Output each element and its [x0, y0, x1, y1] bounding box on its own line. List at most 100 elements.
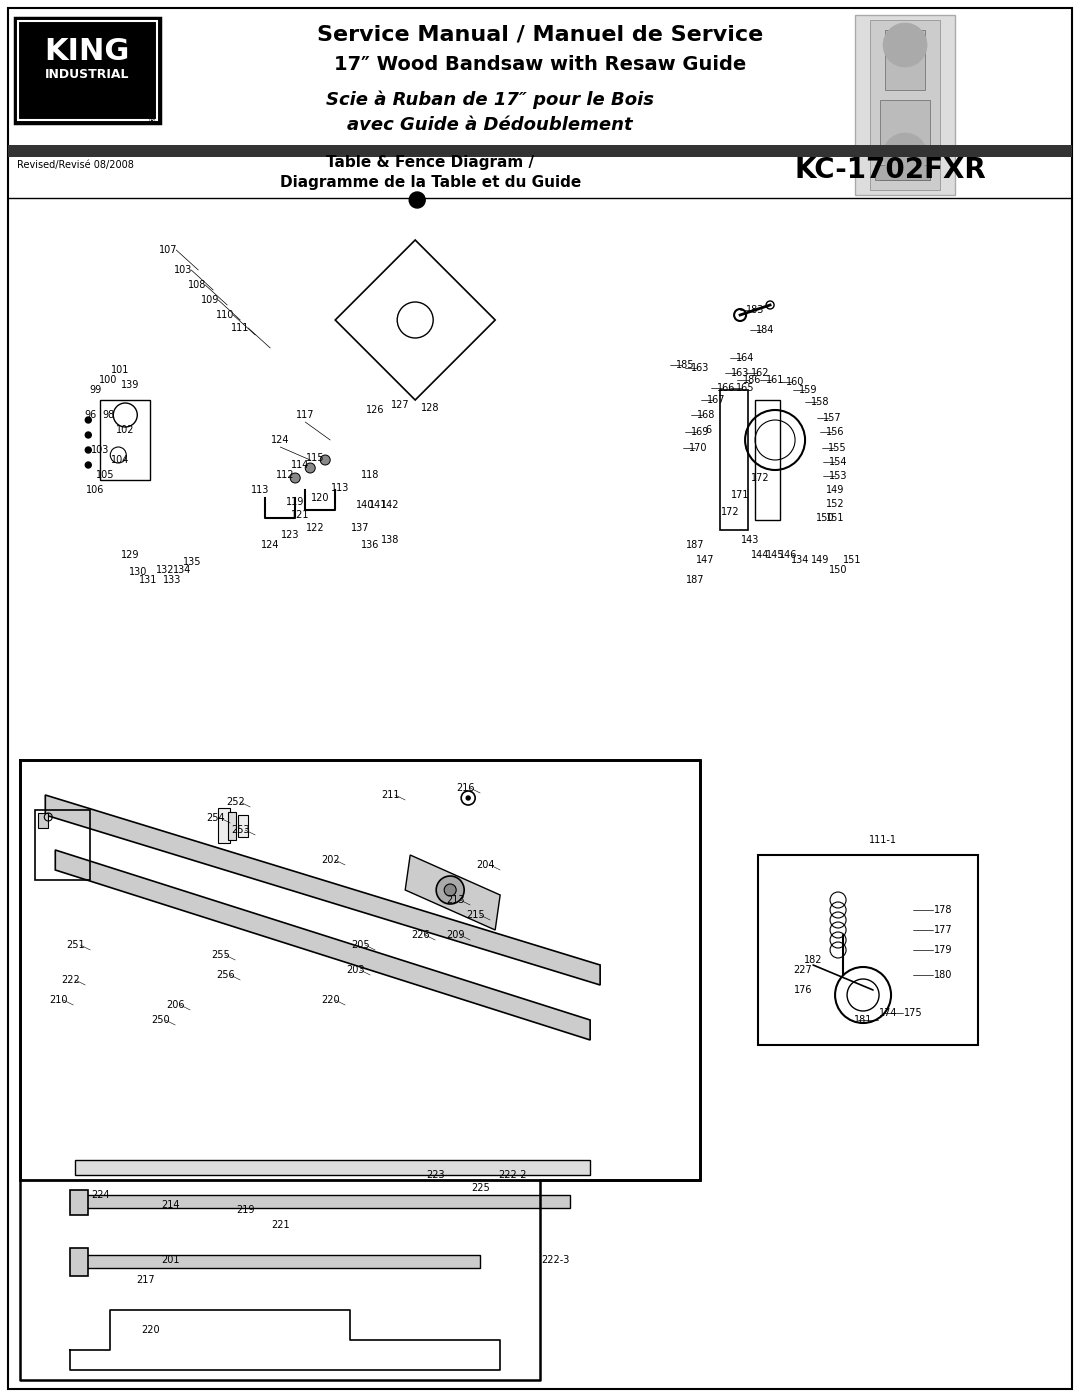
Text: 252: 252 — [226, 798, 244, 807]
Circle shape — [291, 474, 300, 483]
Text: 113: 113 — [332, 483, 350, 493]
Text: 109: 109 — [201, 295, 219, 305]
Text: 117: 117 — [296, 409, 314, 420]
Text: 211: 211 — [381, 789, 400, 800]
Text: 114: 114 — [291, 460, 309, 469]
Text: 175: 175 — [904, 1009, 922, 1018]
Text: 220: 220 — [321, 995, 339, 1004]
Text: 108: 108 — [188, 279, 206, 291]
Text: 101: 101 — [111, 365, 130, 374]
Text: 169: 169 — [691, 427, 710, 437]
Text: 213: 213 — [446, 895, 464, 905]
Text: Revised/Revisé 08/2008: Revised/Revisé 08/2008 — [17, 161, 134, 170]
Text: 143: 143 — [741, 535, 759, 545]
Circle shape — [409, 191, 426, 208]
Text: 144: 144 — [751, 550, 769, 560]
Text: 214: 214 — [161, 1200, 179, 1210]
Text: 154: 154 — [828, 457, 848, 467]
Text: 121: 121 — [291, 510, 310, 520]
Text: 150: 150 — [815, 513, 835, 522]
Text: 96: 96 — [84, 409, 96, 420]
Text: 163: 163 — [691, 363, 710, 373]
Bar — [228, 812, 237, 840]
Text: 119: 119 — [286, 497, 305, 507]
Text: 105: 105 — [96, 469, 114, 481]
Bar — [720, 390, 748, 529]
Text: 147: 147 — [696, 555, 714, 564]
Text: KC-1702FXR: KC-1702FXR — [794, 156, 986, 184]
Text: 202: 202 — [321, 855, 339, 865]
Text: 124: 124 — [261, 541, 280, 550]
Text: INDUSTRIAL: INDUSTRIAL — [45, 68, 130, 81]
Text: 167: 167 — [706, 395, 726, 405]
Text: 174: 174 — [879, 1009, 897, 1018]
Bar — [880, 101, 930, 180]
Text: 180: 180 — [934, 970, 953, 981]
Text: Diagramme de la Table et du Guide: Diagramme de la Table et du Guide — [280, 176, 581, 190]
Bar — [870, 20, 940, 190]
Text: 163: 163 — [731, 367, 750, 379]
Text: 178: 178 — [934, 905, 953, 915]
Text: 150: 150 — [828, 564, 848, 576]
Text: 158: 158 — [811, 397, 829, 407]
Text: 139: 139 — [121, 380, 139, 390]
Text: 149: 149 — [811, 555, 829, 564]
Text: 181: 181 — [854, 1016, 873, 1025]
Text: ®: ® — [148, 117, 157, 127]
Text: 137: 137 — [351, 522, 369, 534]
Text: 253: 253 — [231, 826, 249, 835]
Polygon shape — [80, 1255, 481, 1268]
Text: 104: 104 — [111, 455, 130, 465]
Text: 170: 170 — [689, 443, 707, 453]
Text: 98: 98 — [103, 409, 114, 420]
Bar — [21, 760, 700, 1180]
Circle shape — [883, 133, 927, 177]
Text: 103: 103 — [174, 265, 192, 275]
Text: 251: 251 — [66, 940, 84, 950]
Text: 172: 172 — [720, 507, 740, 517]
Text: 107: 107 — [159, 244, 177, 256]
Text: 132: 132 — [156, 564, 175, 576]
Text: 222-2: 222-2 — [498, 1171, 526, 1180]
Text: 177: 177 — [934, 925, 953, 935]
Text: 141: 141 — [369, 500, 388, 510]
Text: 221: 221 — [271, 1220, 289, 1229]
Text: 122: 122 — [306, 522, 324, 534]
Text: 183: 183 — [746, 305, 765, 314]
Text: 168: 168 — [697, 409, 715, 420]
Circle shape — [883, 22, 927, 67]
Text: 111-1: 111-1 — [869, 835, 897, 845]
Text: 106: 106 — [86, 485, 105, 495]
Text: 219: 219 — [237, 1206, 255, 1215]
Text: 215: 215 — [465, 909, 485, 921]
Bar — [875, 165, 930, 180]
Text: 210: 210 — [49, 995, 68, 1004]
Bar — [36, 810, 91, 880]
Text: 100: 100 — [99, 374, 118, 386]
Polygon shape — [45, 795, 600, 985]
Text: 120: 120 — [311, 493, 329, 503]
Circle shape — [436, 876, 464, 904]
Text: 103: 103 — [91, 446, 109, 455]
Text: 209: 209 — [446, 930, 464, 940]
Bar — [218, 807, 230, 842]
Bar — [758, 855, 978, 1045]
Circle shape — [320, 455, 330, 465]
Text: 179: 179 — [934, 944, 953, 956]
Text: 153: 153 — [828, 471, 848, 481]
Text: 225: 225 — [471, 1183, 489, 1193]
Bar — [70, 1248, 89, 1275]
Text: 102: 102 — [116, 425, 135, 434]
Text: 216: 216 — [456, 782, 474, 793]
Text: 159: 159 — [799, 386, 818, 395]
Text: 138: 138 — [381, 535, 400, 545]
Circle shape — [85, 432, 92, 439]
Bar — [885, 29, 926, 89]
Text: 127: 127 — [391, 400, 409, 409]
Text: 220: 220 — [141, 1324, 160, 1336]
Text: 99: 99 — [90, 386, 102, 395]
Text: 115: 115 — [306, 453, 324, 462]
Polygon shape — [405, 855, 500, 930]
Text: avec Guide à Dédoublement: avec Guide à Dédoublement — [348, 116, 633, 134]
Text: 157: 157 — [823, 414, 841, 423]
